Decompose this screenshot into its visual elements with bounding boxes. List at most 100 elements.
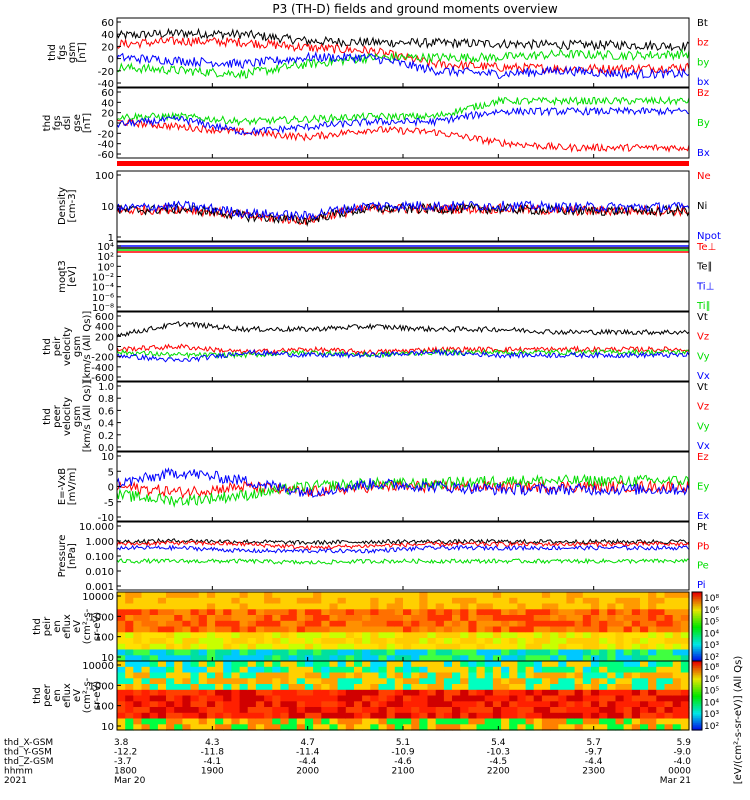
spectrogram-cell (582, 592, 592, 599)
spectrogram-cell (476, 655, 486, 662)
spectrogram-cell (517, 649, 527, 656)
spectrogram-cell (386, 724, 396, 731)
spectrogram-cell (599, 666, 608, 674)
spectrogram-cell (166, 603, 175, 610)
spectrogram-cell (264, 609, 273, 616)
spectrogram-cell (362, 678, 371, 685)
spectrogram-cell (255, 661, 265, 668)
spectrogram-cell (566, 592, 576, 599)
colorbar-swatch (692, 723, 702, 726)
spectrogram-cell (362, 718, 371, 725)
x-value-label: 4.7 (301, 738, 315, 748)
spectrogram-cell (354, 684, 363, 691)
spectrogram-cell (247, 620, 257, 628)
spectrogram-cell (582, 666, 592, 674)
spectrogram-cell (411, 632, 420, 639)
spectrogram-cell (313, 672, 322, 679)
spectrogram-cell (541, 672, 551, 679)
spectrogram-cell (264, 724, 273, 731)
spectrogram-cell (117, 597, 126, 605)
spectrogram-cell (386, 672, 396, 679)
spectrogram-cell (215, 620, 224, 628)
spectrogram-cell (476, 684, 486, 691)
spectrogram-cell (574, 643, 584, 651)
spectrogram-cell (264, 649, 273, 656)
spectrogram-cell (394, 661, 404, 668)
spectrogram-cell (125, 592, 134, 599)
spectrogram-cell (198, 718, 208, 725)
spectrogram-cell (370, 649, 380, 656)
colorbar-tick-label: 10⁵ (704, 687, 719, 697)
legend-Npot: Npot (697, 231, 721, 242)
spectrogram-cell (386, 597, 396, 605)
spectrogram-cell (443, 724, 453, 731)
spectrogram-cell (239, 655, 249, 662)
spectrogram-cell (623, 603, 633, 610)
spectrogram-cell (574, 707, 584, 714)
spectrogram-cell (492, 672, 502, 679)
spectrogram-cell (264, 672, 273, 679)
y-tick-label: 10⁻⁴ (92, 283, 114, 294)
spectrogram-cell (541, 592, 551, 599)
spectrogram-cell (321, 707, 331, 714)
spectrogram-cell (656, 632, 666, 639)
spectrogram-cell (174, 626, 183, 633)
spectrogram-cell (321, 661, 331, 668)
spectrogram-cell (288, 672, 298, 679)
spectrogram-cell (313, 684, 322, 691)
spectrogram-cell (680, 592, 690, 599)
spectrogram-cell (313, 615, 322, 622)
spectrogram-cell (672, 718, 682, 725)
colorbar-swatch (692, 719, 702, 722)
spectrogram-cell (615, 638, 625, 645)
spectrogram-cell (517, 655, 527, 662)
spectrogram-cell (337, 712, 347, 720)
spectrogram-cell (615, 707, 625, 714)
spectrogram-cell (525, 707, 535, 714)
spectrogram-cell (386, 626, 396, 633)
spectrogram-cell (280, 626, 290, 633)
colorbar-swatch (692, 686, 702, 690)
colorbar-swatch (692, 630, 702, 633)
spectrogram-cell (452, 672, 461, 679)
spectrogram-cell (680, 632, 690, 639)
spectrogram-cell (198, 592, 208, 599)
spectrogram-cell (403, 661, 412, 668)
spectrogram-cell (631, 695, 641, 702)
spectrogram-cell (419, 626, 429, 633)
spectrogram-cell (492, 626, 502, 633)
panel-frame (116, 311, 690, 382)
y-tick-label: 10 (101, 452, 114, 463)
spectrogram-cell (640, 643, 649, 651)
y-tick-label: 100 (95, 633, 114, 644)
spectrogram-cell (476, 661, 486, 668)
spectrogram-cell (541, 701, 551, 708)
spectrogram-cell (664, 632, 674, 639)
spectrogram-cell (362, 609, 371, 616)
spectrogram-cell (452, 695, 461, 702)
spectrogram-cell (631, 689, 641, 697)
y-tick-label: 10.000 (79, 522, 114, 533)
spectrogram-cell (255, 701, 265, 708)
spectrogram-cell (427, 638, 437, 645)
spectrogram-cell (125, 597, 134, 605)
spectrogram-cell (190, 689, 200, 697)
spectrogram-cell (182, 661, 192, 668)
spectrogram-cell (607, 632, 617, 639)
spectrogram-cell (304, 666, 314, 674)
spectrogram-cell (550, 661, 559, 668)
spectrogram-cell (672, 615, 682, 622)
spectrogram-cell (247, 678, 257, 685)
spectrogram-cell (182, 620, 192, 628)
spectrogram-cell (141, 707, 151, 714)
spectrogram-cell (141, 724, 151, 731)
spectrogram-cell (574, 672, 584, 679)
spectrogram-cell (607, 661, 617, 668)
spectrogram-cell (141, 678, 151, 685)
spectrogram-cell (182, 609, 192, 616)
spectrogram-cell (623, 678, 633, 685)
spectrogram-cell (296, 597, 306, 605)
spectrogram-cell (492, 603, 502, 610)
spectrogram-cell (296, 718, 306, 725)
spectrogram-cell (492, 712, 502, 720)
